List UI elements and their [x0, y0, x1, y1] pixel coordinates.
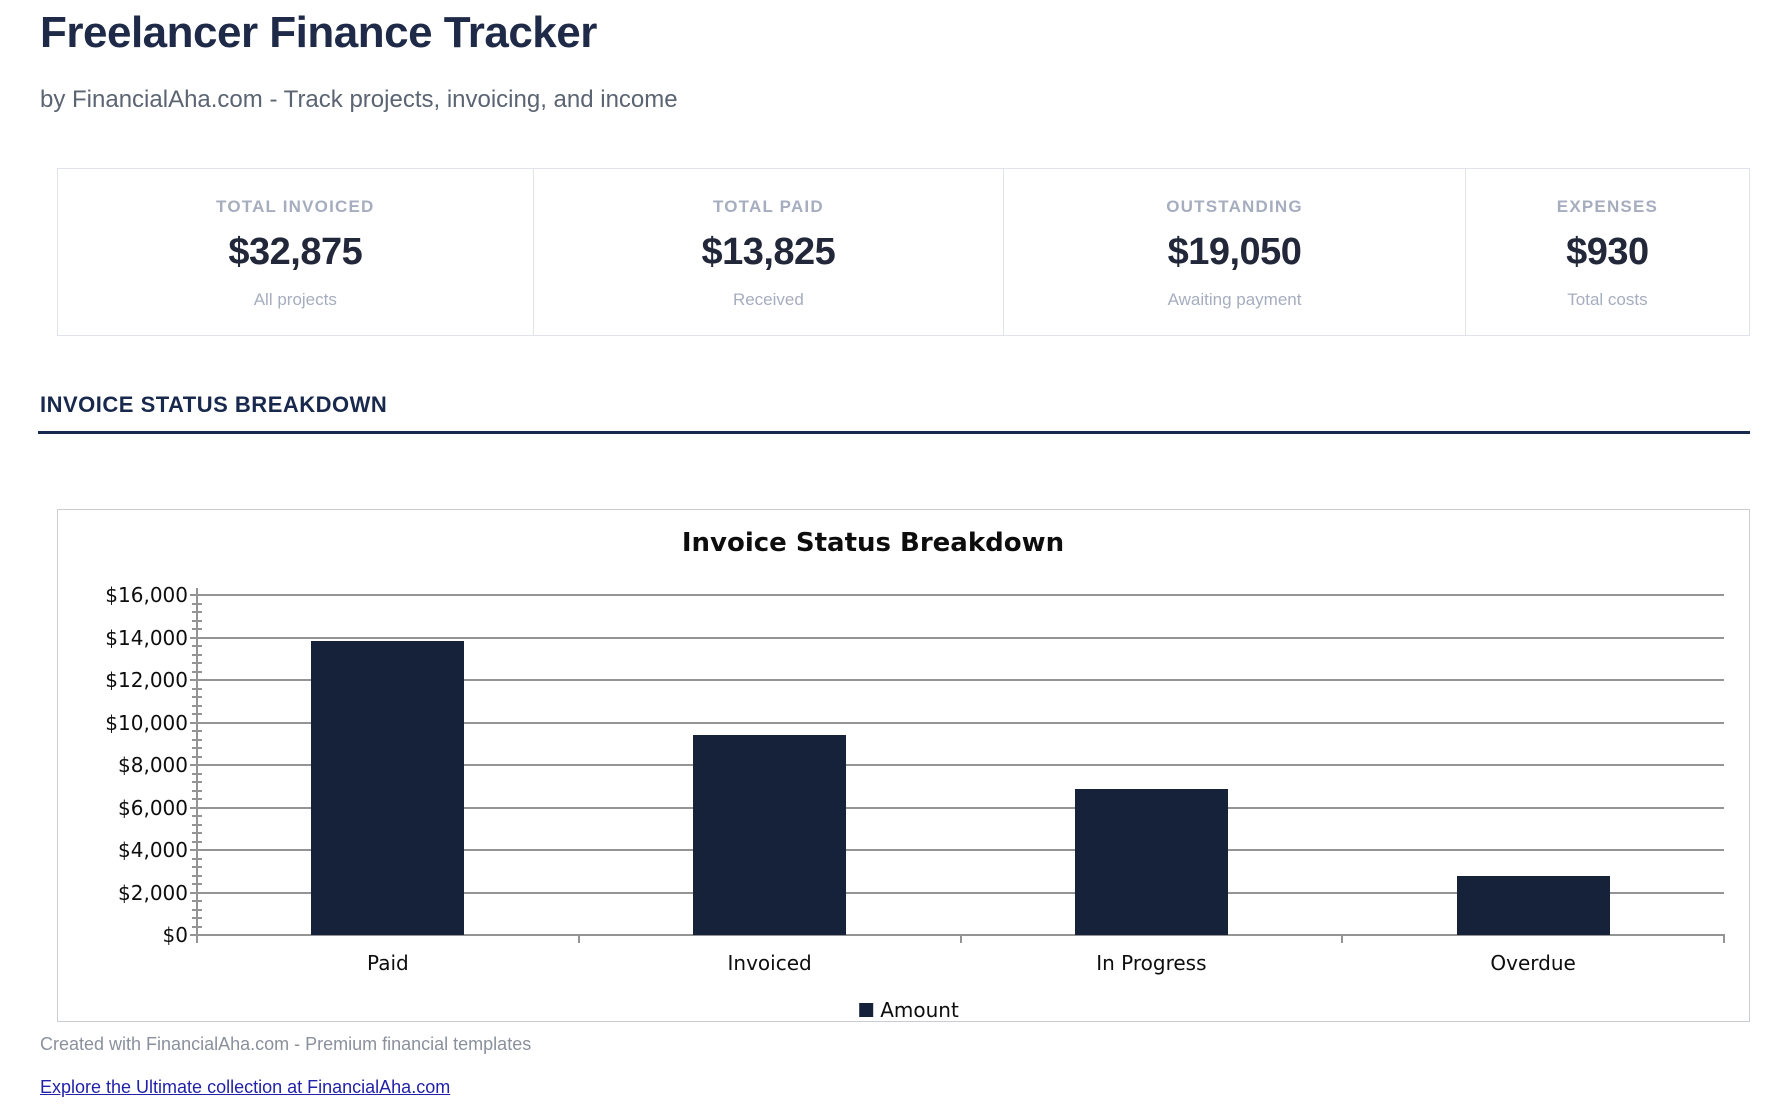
stat-label: OUTSTANDING [1166, 196, 1303, 216]
footer-credit: Created with FinancialAha.com - Premium … [40, 1034, 532, 1054]
page-title: Freelancer Finance Tracker [40, 8, 597, 57]
stat-card-total-invoiced: TOTAL INVOICED $32,875 All projects [58, 169, 534, 335]
stat-sublabel: Received [732, 289, 804, 309]
chart-gridline [197, 891, 1724, 894]
x-axis-boundary-tick [577, 934, 580, 943]
chart-gridline [197, 849, 1724, 851]
section-heading: INVOICE STATUS BREAKDOWN [40, 392, 388, 417]
section-divider [38, 431, 1750, 434]
y-axis-tick-label: $6,000 [118, 795, 188, 820]
chart-bar-overdue [1456, 875, 1610, 935]
x-axis-boundary-tick [196, 934, 198, 943]
bar-chart: Invoice Status Breakdown Paid Invoiced In … [57, 509, 1750, 1022]
x-axis-boundary-tick [959, 934, 962, 943]
page-subtitle: by FinancialAha.com - Track projects, in… [40, 86, 678, 113]
stat-label: EXPENSES [1556, 196, 1659, 216]
stat-card-outstanding: OUTSTANDING $19,050 Awaiting payment [1004, 169, 1466, 335]
chart-gridline [197, 806, 1724, 809]
stat-sublabel: Awaiting payment [1167, 289, 1302, 309]
x-axis-boundary-tick [1341, 934, 1344, 943]
chart-bar-in-progress [1074, 789, 1228, 935]
y-axis-tick-label: $8,000 [118, 753, 188, 777]
chart-gridline [197, 636, 1724, 639]
x-axis-category-label: Overdue [1490, 951, 1576, 975]
stat-label: TOTAL INVOICED [216, 196, 375, 216]
x-axis-boundary-tick [1723, 934, 1725, 943]
stat-value: $13,825 [701, 230, 836, 273]
x-axis-category-label: In Progress [1096, 951, 1207, 975]
stat-value: $32,875 [228, 230, 363, 273]
y-axis-tick-label: $16,000 [105, 583, 188, 607]
chart-title: Invoice Status Breakdown [681, 528, 1065, 558]
chart-bar-paid [311, 641, 465, 935]
chart-gridline [197, 764, 1724, 766]
footer-link[interactable]: Explore the Ultimate collection at Finan… [40, 1077, 451, 1097]
stat-card-total-paid: TOTAL PAID $13,825 Received [534, 169, 1005, 335]
stat-value: $19,050 [1167, 230, 1302, 273]
y-axis-tick-label: $0 [162, 923, 188, 947]
chart-gridline [197, 721, 1724, 724]
stats-card-row: TOTAL INVOICED $32,875 All projects TOTA… [57, 168, 1750, 336]
y-axis-tick-label: $14,000 [105, 625, 188, 650]
x-axis-category-label: Invoiced [727, 951, 812, 975]
stat-value: $930 [1566, 230, 1649, 273]
stat-sublabel: All projects [253, 289, 337, 309]
stat-sublabel: Total costs [1567, 289, 1648, 309]
chart-gridline [197, 679, 1724, 681]
chart-gridline [197, 594, 1724, 596]
stat-label: TOTAL PAID [712, 196, 824, 216]
y-axis-tick-label: $4,000 [118, 838, 188, 862]
legend-swatch [859, 1003, 874, 1017]
y-axis-line [196, 588, 198, 943]
y-axis-tick-label: $12,000 [105, 668, 188, 692]
x-axis-category-label: Paid [367, 951, 409, 975]
chart-bar-invoiced [693, 735, 847, 935]
y-axis-tick-label: $10,000 [105, 710, 188, 735]
stat-card-expenses: EXPENSES $930 Total costs [1466, 169, 1749, 335]
y-axis-tick-label: $2,000 [118, 880, 188, 905]
chart-plot-area: Paid Invoiced In Progress Overdue [190, 588, 1725, 975]
legend-label: Amount [880, 998, 959, 1022]
chart-legend: Amount [859, 998, 959, 1022]
